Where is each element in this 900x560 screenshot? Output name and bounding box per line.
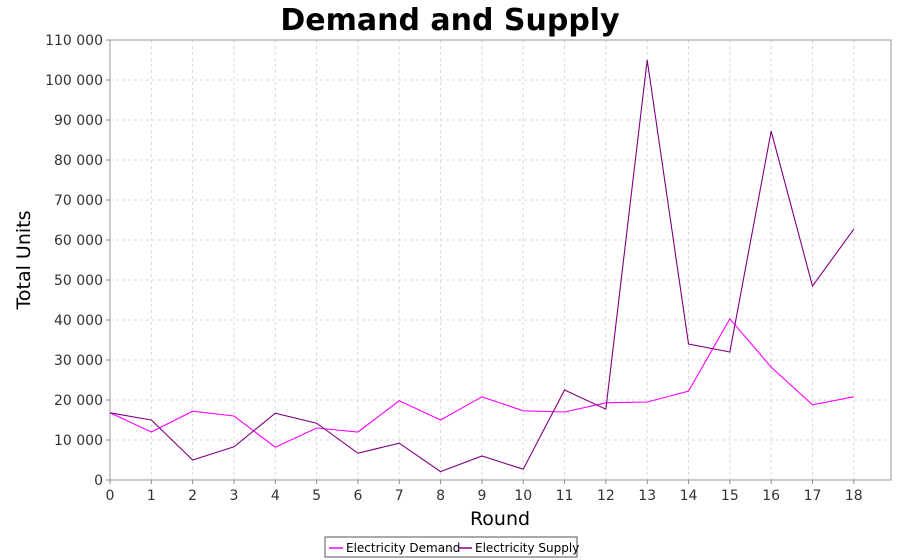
y-tick-label: 110 000 [45,33,103,49]
series-lines [109,59,855,473]
x-tick-label: 15 [721,488,739,504]
x-tick-label: 16 [762,488,780,504]
legend-label: Electricity Supply [475,541,579,555]
x-tick-label: 9 [477,488,486,504]
plot-border [109,39,892,481]
x-tick-label: 13 [638,488,656,504]
y-tick-label: 0 [94,473,103,489]
y-tick-label: 50 000 [54,273,103,289]
x-axis-ticks: 0 1 2 3 4 5 6 7 8 9 10 11 12 13 14 15 16 17 18 [106,480,863,504]
x-tick-label: 8 [436,488,445,504]
x-tick-label: 2 [188,488,197,504]
chart-title: Demand and Supply [280,3,620,38]
x-tick-label: 0 [106,488,115,504]
legend-label: Electricity Demand [346,541,460,555]
y-tick-label: 70 000 [54,193,103,209]
y-axis-ticks: 0 10 000 20 000 30 000 40 000 50 000 60 000 70 … [45,33,110,489]
x-tick-label: 10 [514,488,532,504]
grid-lines [109,39,891,481]
x-tick-label: 3 [230,488,239,504]
x-tick-label: 17 [804,488,822,504]
x-tick-label: 11 [556,488,574,504]
series-line-electricity-demand [109,317,854,448]
y-tick-label: 20 000 [54,393,103,409]
y-tick-label: 10 000 [54,433,103,449]
x-tick-label: 18 [845,488,863,504]
x-tick-label: 1 [147,488,156,504]
x-tick-label: 7 [395,488,404,504]
x-tick-label: 4 [271,488,280,504]
x-tick-label: 14 [680,488,698,504]
series-line-electricity-supply [109,59,855,473]
legend-box [324,536,578,558]
y-tick-label: 60 000 [54,233,103,249]
y-tick-label: 40 000 [54,313,103,329]
y-tick-label: 80 000 [54,153,103,169]
y-tick-label: 100 000 [45,73,103,89]
x-axis-label: Round [470,508,530,530]
y-tick-label: 90 000 [54,113,103,129]
plot-area [110,40,891,480]
x-tick-label: 6 [353,488,362,504]
x-tick-label: 5 [312,488,321,504]
x-tick-label: 12 [597,488,615,504]
legend: Electricity Demand Electricity Supply [324,536,579,558]
y-axis-label: Total Units [13,211,35,311]
y-tick-label: 30 000 [54,353,103,369]
